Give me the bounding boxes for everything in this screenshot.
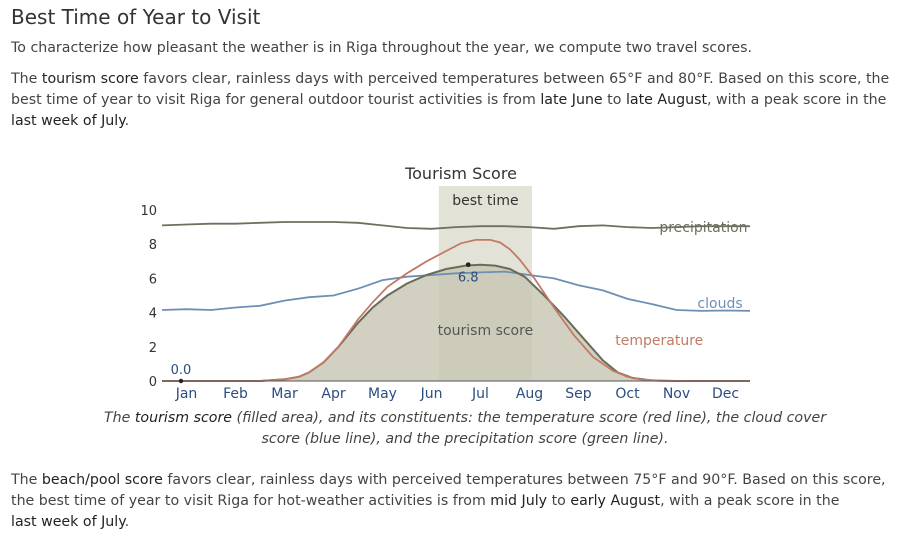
clouds-label: clouds xyxy=(697,296,742,312)
month-label: Jan xyxy=(175,386,198,402)
month-label: Aug xyxy=(516,386,543,402)
month-label: Jul xyxy=(471,386,489,402)
tourism-para-text-g: , with a peak score in the xyxy=(707,92,887,108)
chart-caption: The tourism score (filled area), and its… xyxy=(100,408,830,450)
month-label: Feb xyxy=(223,386,248,402)
beach-para-text-g: , with a peak score in the xyxy=(660,493,840,509)
month-label: Sep xyxy=(565,386,592,402)
y-tick-label: 8 xyxy=(149,238,157,253)
intro-paragraph: To characterize how pleasant the weather… xyxy=(11,40,752,56)
tourism-score-label: tourism score xyxy=(438,323,534,339)
caption-text-c: (filled area), and its constituents: the… xyxy=(232,410,827,447)
beach-score-term: beach/pool score xyxy=(41,472,163,488)
beach-para-text-c: favors clear, rainless days with perceiv… xyxy=(11,472,886,509)
chart-title: Tourism Score xyxy=(404,164,517,183)
tourism-para-text-e: to xyxy=(602,92,626,108)
month-label: Apr xyxy=(321,386,345,402)
temperature-line xyxy=(162,239,750,382)
caption-text-a: The xyxy=(103,410,135,426)
precipitation-line xyxy=(161,221,750,230)
tourism-peak-period: last week of July xyxy=(11,113,125,129)
beach-para-text-i: . xyxy=(124,514,130,530)
min-point xyxy=(178,378,184,384)
clouds-line xyxy=(161,270,751,312)
month-label: Oct xyxy=(615,386,640,402)
y-tick-label: 4 xyxy=(149,307,157,322)
month-label: Jun xyxy=(420,386,443,402)
max-point xyxy=(465,262,471,268)
beach-start-period: mid July xyxy=(490,493,548,509)
y-tick-label: 6 xyxy=(149,272,157,287)
temperature-label: temperature xyxy=(615,333,703,349)
y-tick-label: 2 xyxy=(149,341,157,356)
tourism-score-area xyxy=(162,264,750,381)
y-tick-label: 10 xyxy=(140,204,157,219)
tourism-start-period: late June xyxy=(540,92,603,108)
best-time-label: best time xyxy=(452,193,518,209)
beach-para-text-e: to xyxy=(547,493,571,509)
beach-score-paragraph: The beach/pool score favors clear, rainl… xyxy=(11,470,901,533)
y-axis: 0 2 4 6 8 10 xyxy=(140,204,157,390)
beach-para-text-a: The xyxy=(11,472,42,488)
max-value-label: 6.8 xyxy=(458,271,479,286)
page-title: Best Time of Year to Visit xyxy=(11,5,261,29)
series-layer: precipitation clouds tourism score temperat… xyxy=(161,220,751,382)
tourism-para-text-c: favors clear, rainless days with perceiv… xyxy=(11,71,890,108)
month-label: Mar xyxy=(271,386,298,402)
min-value-label: 0.0 xyxy=(171,363,192,378)
y-tick-label: 0 xyxy=(149,375,157,390)
x-axis: Jan Feb Mar Apr May Jun Jul Aug Sep Oct Nov Dec xyxy=(175,386,739,402)
caption-tourism-score-term: tourism score xyxy=(134,410,233,426)
tourism-para-text-i: . xyxy=(124,113,130,129)
tourism-score-term: tourism score xyxy=(41,71,139,87)
tourism-end-period: late August xyxy=(625,92,708,108)
precipitation-label: precipitation xyxy=(659,220,747,236)
month-label: Dec xyxy=(712,386,739,402)
tourism-para-text-a: The xyxy=(11,71,42,87)
beach-end-period: early August xyxy=(570,493,661,509)
month-label: Nov xyxy=(663,386,690,402)
beach-peak-period: last week of July xyxy=(11,514,125,530)
annotations: 0.0 6.8 xyxy=(171,262,479,384)
month-label: May xyxy=(368,386,397,402)
tourism-score-paragraph: The tourism score favors clear, rainless… xyxy=(11,69,901,132)
